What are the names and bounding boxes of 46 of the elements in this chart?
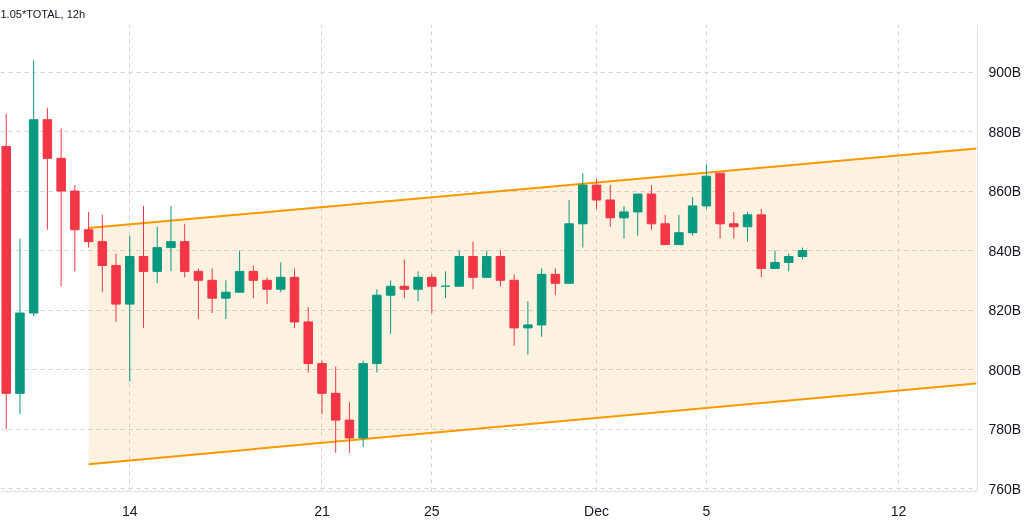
x-tick-label: 21 xyxy=(314,502,330,519)
candlestick xyxy=(413,270,423,302)
candlestick xyxy=(248,264,259,299)
candlestick xyxy=(276,261,286,293)
candlestick xyxy=(207,267,217,314)
candlestick xyxy=(468,241,478,290)
candlestick xyxy=(193,267,204,320)
y-tick-label: 900B xyxy=(988,64,1022,81)
x-tick-label: Dec xyxy=(584,502,609,519)
candlestick xyxy=(523,300,533,356)
candlestick xyxy=(427,273,437,314)
candlestick xyxy=(138,205,149,329)
candlestick xyxy=(344,401,355,454)
chart-title: 1.05*TOTAL, 12h xyxy=(0,7,86,20)
candlestick xyxy=(495,250,506,287)
candlestick xyxy=(550,267,561,296)
candlestick xyxy=(399,258,410,299)
candlestick xyxy=(262,276,272,305)
candlestick xyxy=(605,184,616,228)
candlestick xyxy=(83,211,94,249)
candlestick xyxy=(632,193,643,237)
y-tick-label: 800B xyxy=(988,361,1022,378)
candlestick xyxy=(591,178,602,210)
candlestick xyxy=(619,205,629,240)
candlestick xyxy=(234,250,245,293)
y-tick-label: 880B xyxy=(988,123,1022,140)
candlestick xyxy=(97,214,108,293)
candlestick xyxy=(729,211,739,240)
candlestick xyxy=(660,214,670,246)
x-tick-label: 25 xyxy=(424,502,440,519)
y-tick-label: 780B xyxy=(988,421,1022,438)
candlestick xyxy=(742,211,753,243)
candlestick xyxy=(770,250,780,269)
y-tick-label: 760B xyxy=(988,480,1022,497)
candlestick xyxy=(481,250,492,278)
candlestick xyxy=(385,279,396,335)
y-tick-label: 840B xyxy=(988,242,1022,259)
x-tick-label: 14 xyxy=(121,502,138,519)
x-tick-label: 12 xyxy=(890,502,907,519)
y-tick-label: 820B xyxy=(988,302,1022,319)
x-tick-label: 5 xyxy=(702,502,711,519)
candlestick xyxy=(221,279,231,320)
candlestick xyxy=(674,214,684,246)
candlestick xyxy=(152,226,162,284)
y-tick-label: 860B xyxy=(988,183,1022,200)
candlestick xyxy=(166,205,176,272)
